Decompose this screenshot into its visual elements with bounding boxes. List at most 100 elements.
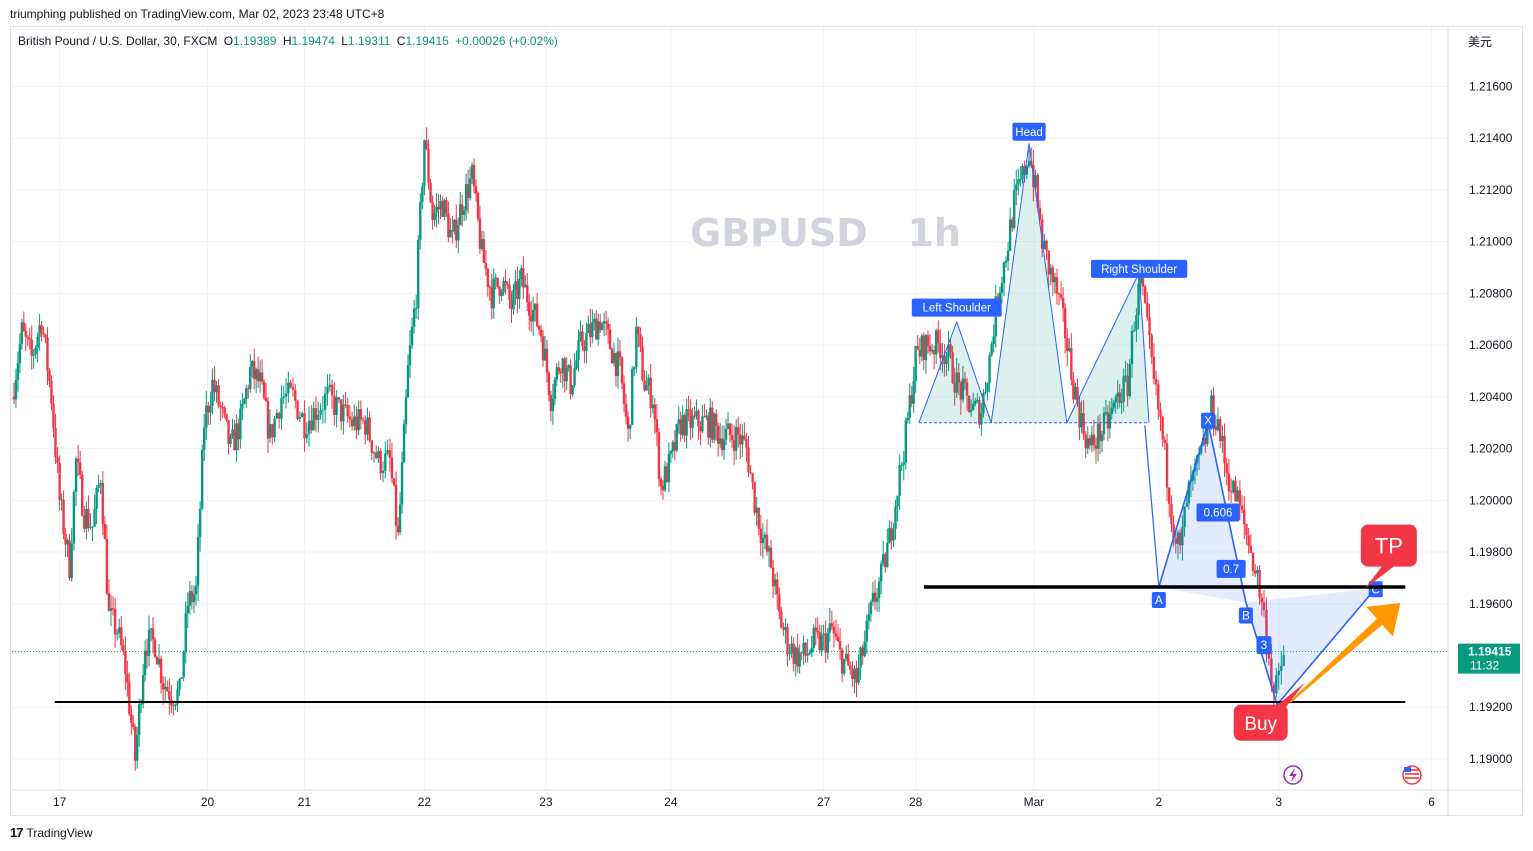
candle-body xyxy=(498,286,501,296)
candle-body xyxy=(447,213,450,238)
candle-body xyxy=(902,462,905,465)
candle-body xyxy=(264,397,268,402)
candle-body xyxy=(44,334,47,338)
candle-body xyxy=(342,404,345,422)
candle-body xyxy=(1168,487,1171,504)
candle-body xyxy=(873,592,877,602)
candle-body xyxy=(20,322,24,344)
candle-body xyxy=(211,379,214,406)
candle-body xyxy=(1008,219,1012,251)
candle-body xyxy=(155,656,159,665)
candle-body xyxy=(14,379,18,400)
callout-box xyxy=(1233,704,1288,741)
ratio-text: 0.7 xyxy=(1223,564,1239,576)
candle-body xyxy=(969,409,973,412)
candle-body xyxy=(595,318,598,340)
candle-body xyxy=(139,703,143,705)
candle-body xyxy=(896,495,899,507)
candle-body xyxy=(1280,665,1283,671)
candle-body xyxy=(462,210,466,215)
candle-body xyxy=(705,415,708,418)
candle-body xyxy=(36,337,39,348)
candle-body xyxy=(241,403,244,409)
candle-body xyxy=(284,393,288,397)
candle-body xyxy=(476,192,480,219)
candle-body xyxy=(1036,174,1039,208)
candle-body xyxy=(506,284,509,286)
candle-body xyxy=(810,647,813,653)
candle-body xyxy=(1157,384,1160,410)
candle-body xyxy=(647,377,650,386)
candle-body xyxy=(1006,250,1010,261)
candle-body xyxy=(892,528,895,541)
currency-label[interactable]: 美元 xyxy=(1468,35,1493,49)
candle-body xyxy=(934,330,938,355)
price-tick: 1.21400 xyxy=(1469,131,1513,145)
candle-body xyxy=(836,636,840,642)
candle-body xyxy=(655,418,659,433)
candle-body xyxy=(42,332,45,335)
candle-body xyxy=(188,591,192,606)
candle-body xyxy=(225,413,228,421)
candle-body xyxy=(24,330,28,337)
instrument-name: British Pound / U.S. Dollar, 30, FXCM xyxy=(18,34,218,48)
candle-body xyxy=(998,292,1002,304)
candle-body xyxy=(1040,219,1044,250)
point-box xyxy=(1201,412,1216,429)
candle-body xyxy=(687,409,690,411)
candle-body xyxy=(368,417,371,441)
candle-body xyxy=(990,344,993,356)
candle-body xyxy=(882,554,885,564)
candle-body xyxy=(622,383,626,405)
candle-body xyxy=(1096,423,1100,449)
candle-body xyxy=(910,395,913,404)
candle-body xyxy=(612,353,616,364)
candle-body xyxy=(431,202,434,220)
candle-body xyxy=(109,608,113,611)
candle-body xyxy=(1258,570,1261,598)
candle-body xyxy=(89,526,92,528)
candle-body xyxy=(68,540,71,579)
candle-body xyxy=(924,335,928,361)
candle-body xyxy=(192,594,196,603)
candle-body xyxy=(237,423,240,440)
candle-body xyxy=(1023,166,1026,175)
candle-body xyxy=(1094,445,1098,449)
candle-body xyxy=(18,343,22,364)
candle-body xyxy=(974,400,977,404)
badge-box xyxy=(1458,643,1520,674)
candle-body xyxy=(583,346,586,351)
chart-frame xyxy=(10,26,1523,816)
candle-body xyxy=(879,563,883,582)
candle-body xyxy=(419,202,422,240)
candle-body xyxy=(460,204,464,215)
candle-body xyxy=(986,382,989,392)
candle-body xyxy=(375,452,378,459)
candle-body xyxy=(957,372,960,383)
candle-body xyxy=(186,605,190,614)
candle-body xyxy=(390,457,394,479)
point-text: C xyxy=(1372,584,1380,596)
candle-body xyxy=(926,335,930,347)
candle-body xyxy=(512,290,515,310)
candle-body xyxy=(1002,262,1006,284)
candle-body xyxy=(516,281,519,299)
candle-body xyxy=(200,450,204,509)
candle-body xyxy=(122,645,125,652)
candle-body xyxy=(398,504,402,533)
time-tick: 23 xyxy=(539,795,553,809)
time-axis: 17 20 21 22 23 24 27 28 Mar 2 3 6 xyxy=(53,795,1435,809)
ratio-box xyxy=(1196,503,1240,522)
candle-body xyxy=(500,292,503,296)
candle-body xyxy=(335,397,338,416)
candle-body xyxy=(339,399,343,422)
candle-body xyxy=(681,415,684,435)
low-value: 1.19311 xyxy=(347,34,391,48)
candle-body xyxy=(326,386,329,394)
candle-body xyxy=(635,326,638,367)
candle-body xyxy=(107,593,111,611)
candle-body xyxy=(258,372,262,382)
candle-body xyxy=(1057,293,1061,295)
candle-body xyxy=(1043,240,1046,250)
